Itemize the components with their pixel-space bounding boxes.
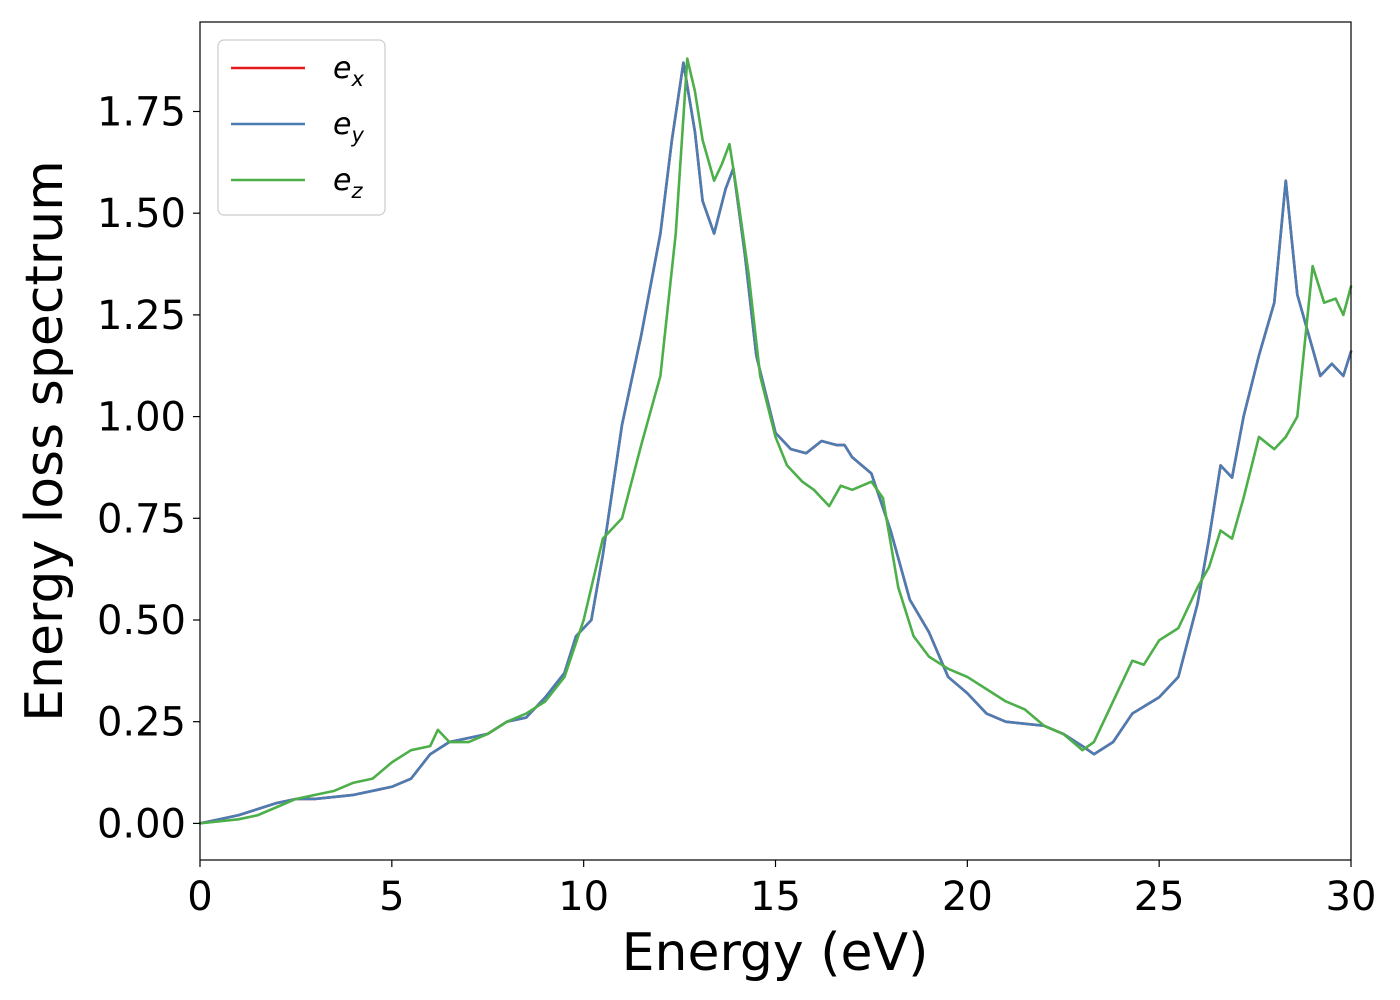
y-axis-label: Energy loss spectrum xyxy=(15,160,75,722)
x-tick-label: 20 xyxy=(942,874,993,920)
y-tick-label: 1.00 xyxy=(97,395,186,441)
legend-label-e-z: ez xyxy=(333,163,363,203)
x-axis-ticks: 0 5 10 15 20 25 30 xyxy=(187,860,1376,920)
series-layer xyxy=(198,57,1353,825)
x-tick-label: 5 xyxy=(379,874,404,920)
x-tick-label: 25 xyxy=(1134,874,1185,920)
legend: ex ey ez xyxy=(217,39,386,216)
series-line-e-z xyxy=(198,57,1353,825)
y-axis-ticks: 0.00 0.25 0.50 0.75 1.00 1.25 1.50 1.75 xyxy=(97,89,200,847)
plot-background xyxy=(200,22,1351,860)
legend-box xyxy=(217,39,386,216)
legend-label-e-x: ex xyxy=(333,51,364,91)
y-tick-label: 0.25 xyxy=(97,700,186,746)
y-tick-label: 0.75 xyxy=(97,496,186,542)
x-tick-label: 15 xyxy=(750,874,801,920)
y-tick-label: 0.00 xyxy=(97,801,186,847)
y-tick-label: 0.50 xyxy=(97,598,186,644)
x-axis-label: Energy (eV) xyxy=(622,923,929,983)
x-tick-label: 10 xyxy=(558,874,609,920)
x-tick-label: 0 xyxy=(187,874,212,920)
y-tick-label: 1.50 xyxy=(97,191,186,237)
y-tick-label: 1.75 xyxy=(97,89,186,135)
x-tick-label: 30 xyxy=(1326,874,1377,920)
y-tick-label: 1.25 xyxy=(97,293,186,339)
legend-label-e-y: ey xyxy=(333,107,364,147)
